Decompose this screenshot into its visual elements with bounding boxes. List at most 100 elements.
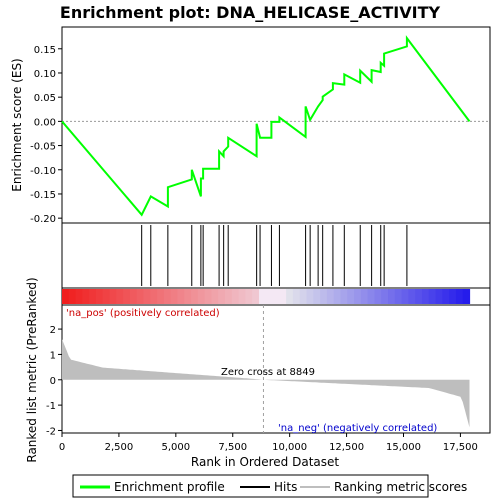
na-neg-label: 'na_neg' (negatively correlated) — [278, 423, 437, 434]
x-tick-label: 7,500 — [218, 442, 247, 453]
metric-y-tick-label: 0 — [50, 376, 56, 387]
colorbar-segment — [69, 289, 76, 304]
colorbar-segment — [157, 289, 164, 304]
colorbar-segment — [374, 289, 381, 304]
es-y-tick-label: 0.00 — [34, 117, 56, 128]
x-tick-label: 0 — [59, 442, 65, 453]
colorbar-segment — [218, 289, 225, 304]
x-axis-label: Rank in Ordered Dataset — [191, 455, 339, 469]
x-tick-label: 17,500 — [443, 442, 478, 453]
colorbar-segment — [130, 289, 137, 304]
colorbar-segment — [239, 289, 246, 304]
colorbar-segment — [408, 289, 415, 304]
colorbar-segment — [456, 289, 463, 304]
colorbar-segment — [198, 289, 205, 304]
colorbar-segment — [150, 289, 157, 304]
chart-title: Enrichment plot: DNA_HELICASE_ACTIVITY — [60, 3, 441, 22]
x-axis: 0 2,500 5,000 7,500 10,000 12,500 15,000 17,500 — [59, 433, 478, 453]
colorbar-segment — [300, 289, 307, 304]
colorbar-segment — [313, 289, 320, 304]
es-panel: -0.20 -0.15 -0.10 -0.05 0.00 0.05 0.10 0.15 — [30, 27, 490, 225]
na-pos-label: 'na_pos' (positively correlated) — [66, 308, 220, 319]
colorbar-segment — [395, 289, 402, 304]
colorbar-segment — [442, 289, 449, 304]
colorbar-segment — [110, 289, 117, 304]
x-tick-label: 10,000 — [272, 442, 307, 453]
colorbar-segment — [354, 289, 361, 304]
es-y-tick-label: 0.10 — [34, 69, 56, 80]
colorbar-segment — [62, 289, 69, 304]
colorbar-segment — [82, 289, 89, 304]
colorbar-segment — [463, 289, 470, 304]
colorbar-segment — [259, 289, 266, 304]
colorbar-segment — [89, 289, 96, 304]
colorbar-segment — [279, 289, 286, 304]
es-panel-frame — [62, 27, 490, 223]
colorbar-segment — [171, 289, 178, 304]
colorbar-segment — [144, 289, 151, 304]
es-y-tick-label: 0.05 — [34, 93, 56, 104]
metric-y-tick-label: -2 — [46, 426, 56, 437]
es-y-tick-label: -0.10 — [30, 166, 56, 177]
colorbar-segment — [388, 289, 395, 304]
colorbar-segment — [402, 289, 409, 304]
colorbar-segment — [327, 289, 334, 304]
colorbar-segment — [361, 289, 368, 304]
colorbar-segment — [334, 289, 341, 304]
legend-metric-label: Ranking metric scores — [334, 480, 467, 494]
colorbar-segment — [368, 289, 375, 304]
legend-es-label: Enrichment profile — [114, 480, 225, 494]
x-tick-label: 2,500 — [105, 442, 134, 453]
metric-panel: -2 -1 0 1 2 'na_pos' (positively correlated)… — [46, 305, 490, 437]
colorbar-segment — [415, 289, 422, 304]
es-y-tick-label: -0.05 — [30, 142, 56, 153]
metric-y-tick-label: -1 — [46, 401, 56, 412]
colorbar-segment — [184, 289, 191, 304]
colorbar-segment — [177, 289, 184, 304]
colorbar-segment — [347, 289, 354, 304]
colorbar-segment — [191, 289, 198, 304]
colorbar-segment — [211, 289, 218, 304]
colorbar-segment — [252, 289, 259, 304]
colorbar-segment — [429, 289, 436, 304]
colorbar-segment — [340, 289, 347, 304]
colorbar-segment — [381, 289, 388, 304]
metric-y-axis-label: Ranked list metric (PreRanked) — [25, 277, 39, 462]
hits-panel — [62, 223, 490, 288]
es-y-axis: -0.20 -0.15 -0.10 -0.05 0.00 0.05 0.10 0.15 — [30, 45, 62, 225]
es-y-axis-label: Enrichment score (ES) — [10, 58, 24, 191]
colorbar-segment — [273, 289, 280, 304]
metric-y-axis: -2 -1 0 1 2 — [46, 325, 62, 437]
colorbar-segment — [266, 289, 273, 304]
colorbar-segment — [232, 289, 239, 304]
colorbar-segment — [225, 289, 232, 304]
colorbar-segment — [320, 289, 327, 304]
es-y-tick-label: 0.15 — [34, 45, 56, 56]
es-y-tick-label: -0.20 — [30, 214, 56, 225]
es-y-tick-label: -0.15 — [30, 190, 56, 201]
colorbar-segment — [436, 289, 443, 304]
metric-y-tick-label: 2 — [50, 325, 56, 336]
colorbar-segment — [116, 289, 123, 304]
colorbar-segment — [245, 289, 252, 304]
x-tick-label: 15,000 — [386, 442, 421, 453]
x-tick-label: 12,500 — [329, 442, 364, 453]
colorbar-segment — [293, 289, 300, 304]
colorbar-segment — [103, 289, 110, 304]
metric-y-tick-label: 1 — [50, 350, 56, 361]
colorbar-segment — [449, 289, 456, 304]
x-tick-label: 5,000 — [162, 442, 191, 453]
colorbar-segment — [96, 289, 103, 304]
colorbar-segment — [76, 289, 83, 304]
zero-cross-annotation: Zero cross at 8849 — [221, 367, 315, 378]
rank-colorbar — [62, 288, 490, 305]
legend-hits-label: Hits — [274, 480, 297, 494]
colorbar-segment — [286, 289, 293, 304]
legend: Enrichment profile Hits Ranking metric s… — [73, 475, 467, 497]
colorbar-segment — [422, 289, 429, 304]
colorbar-segment — [164, 289, 171, 304]
colorbar-segment — [307, 289, 314, 304]
colorbar-segment — [205, 289, 212, 304]
colorbar-segment — [137, 289, 144, 304]
hits-panel-frame — [62, 223, 490, 288]
